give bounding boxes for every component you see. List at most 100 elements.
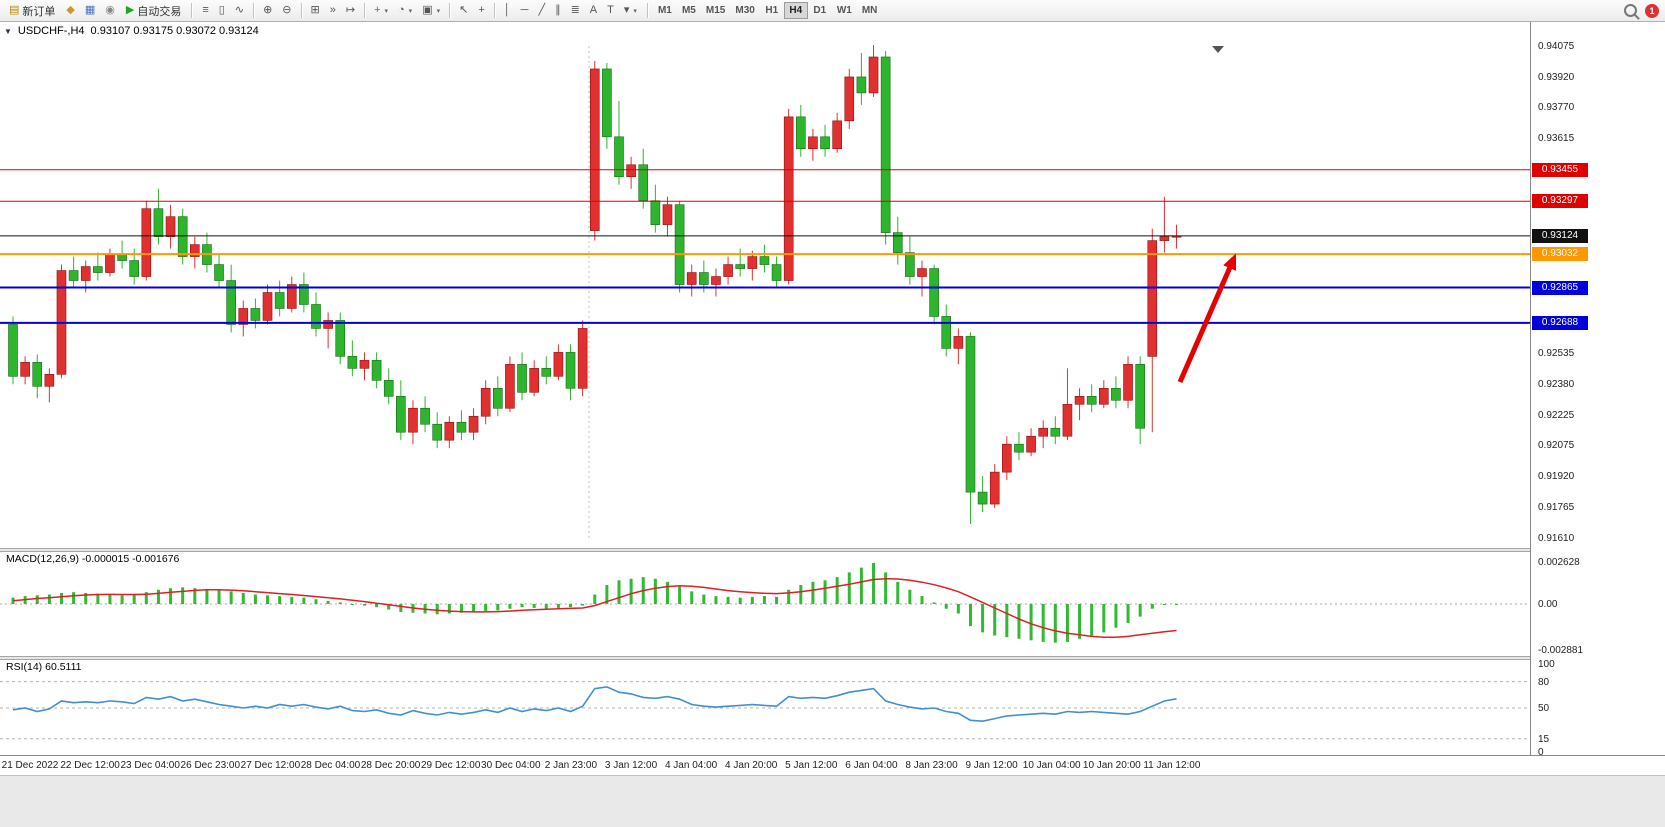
ohlc-values: 0.93107 0.93175 0.93072 0.93124 — [90, 25, 259, 37]
new-order-button[interactable]: ▤ 新订单 — [4, 2, 60, 20]
date-label: 8 Jan 23:00 — [905, 760, 958, 771]
navigator-button[interactable]: ◉ — [100, 2, 120, 20]
macd-histogram-bar — [338, 602, 342, 604]
panel-splitter[interactable] — [0, 548, 1665, 552]
macd-histogram-bar — [120, 595, 124, 604]
candle — [589, 60, 600, 241]
horizontal-line-button[interactable]: ─ — [516, 2, 534, 20]
candle — [214, 254, 224, 289]
candle — [553, 344, 564, 381]
price-level-badge: 0.93032 — [1532, 247, 1588, 262]
rsi-tick-label: 0 — [1538, 747, 1544, 758]
trendline-button[interactable]: ╱ — [533, 2, 550, 20]
macd-panel[interactable] — [0, 552, 1530, 656]
macd-histogram-bar — [981, 604, 985, 633]
bar-chart-icon: ≡ — [202, 4, 209, 16]
date-label: 28 Dec 04:00 — [300, 760, 361, 771]
crosshair-button[interactable]: + — [473, 2, 489, 20]
macd-histogram-bar — [290, 596, 294, 604]
timeframe-D1[interactable]: D1 — [808, 2, 832, 19]
chart-shift-button[interactable]: ↦ — [341, 2, 360, 20]
period-button[interactable]: ◔ ▾ — [393, 2, 417, 20]
macd-histogram-bar — [1078, 604, 1082, 639]
timeframe-M15[interactable]: M15 — [701, 2, 730, 19]
candle — [1135, 356, 1145, 445]
date-label: 9 Jan 12:00 — [965, 760, 1018, 771]
macd-histogram-bar — [750, 596, 754, 604]
candle — [371, 352, 382, 389]
date-label: 29 Dec 12:00 — [420, 760, 481, 771]
chevron-down-icon: ▾ — [633, 7, 637, 15]
candle — [614, 100, 624, 185]
candle — [686, 264, 697, 297]
candle — [577, 320, 588, 397]
candlestick-chart-button[interactable]: ▯ — [214, 2, 230, 20]
macd-histogram-bar — [690, 591, 694, 604]
cursor-button[interactable]: ↖ — [454, 2, 473, 20]
data-window-button[interactable]: ▦ — [80, 2, 100, 20]
price-level-badge: 0.93455 — [1532, 162, 1588, 177]
market-watch-icon: ◆ — [66, 4, 75, 16]
macd-label: MACD(12,26,9) -0.000015 -0.001676 — [6, 553, 179, 565]
indicators-button[interactable]: + ▾ — [369, 2, 393, 20]
trend-arrow[interactable] — [1177, 253, 1237, 383]
text-label-button[interactable]: T — [602, 2, 619, 20]
collapse-icon[interactable]: ▼ — [4, 26, 12, 36]
price-tick-label: 0.91920 — [1538, 471, 1575, 483]
macd-histogram-bar — [278, 596, 282, 604]
fibonacci-icon: ≣ — [570, 4, 580, 16]
main-chart[interactable] — [0, 22, 1530, 548]
timeframe-M1[interactable]: M1 — [653, 2, 677, 19]
bar-chart-button[interactable]: ≡ — [197, 2, 213, 20]
macd-histogram-bar — [1114, 604, 1118, 628]
macd-histogram-bar — [738, 597, 742, 604]
equidistant-channel-button[interactable]: ∥ — [550, 2, 566, 20]
zoom-out-button[interactable]: ⊖ — [277, 2, 296, 20]
vertical-line-button[interactable]: │ — [499, 2, 516, 20]
time-axis[interactable]: 21 Dec 2022 22 Dec 12:00 23 Dec 04:00 26 De… — [0, 755, 1665, 775]
market-watch-button[interactable]: ◆ — [61, 2, 79, 20]
macd-histogram-bar — [1041, 604, 1045, 642]
timeframe-H1[interactable]: H1 — [760, 2, 784, 19]
candle — [286, 276, 297, 313]
template-button[interactable]: ▣ ▾ — [417, 2, 445, 20]
panel-splitter[interactable] — [0, 656, 1665, 660]
price-tick-label: 0.93920 — [1538, 71, 1575, 83]
macd-histogram-bar — [314, 599, 318, 604]
macd-histogram-bar — [326, 600, 330, 604]
timeframe-W1[interactable]: W1 — [832, 2, 857, 19]
timeframe-M30[interactable]: M30 — [730, 2, 759, 19]
rsi-panel[interactable] — [0, 660, 1530, 755]
arrows-button[interactable]: ▾ ▾ — [619, 2, 642, 20]
autotrading-button[interactable]: ▶ 自动交易 — [121, 2, 186, 20]
text-button[interactable]: A — [585, 2, 602, 20]
fibonacci-button[interactable]: ≣ — [566, 2, 585, 20]
candle — [141, 200, 152, 281]
line-chart-button[interactable]: ∿ — [230, 2, 249, 20]
candle — [602, 62, 612, 149]
tile-windows-button[interactable]: ⊞ — [306, 2, 325, 20]
candle — [262, 284, 273, 325]
template-icon: ▣ — [422, 4, 433, 16]
date-label: 21 Dec 2022 — [1, 760, 59, 771]
timeframe-H4[interactable]: H4 — [783, 2, 808, 19]
timeframe-MN[interactable]: MN — [857, 2, 883, 19]
macd-histogram-bar — [726, 596, 730, 604]
macd-histogram-bar — [859, 567, 863, 604]
candle — [1147, 228, 1158, 433]
candle — [1171, 224, 1182, 249]
search-icon[interactable] — [1624, 4, 1637, 17]
chart-shift-marker-icon[interactable] — [1212, 46, 1224, 53]
notification-badge[interactable]: 1 — [1645, 3, 1659, 18]
zoom-in-button[interactable]: ⊕ — [258, 2, 277, 20]
price-tick-label: 0.93615 — [1538, 132, 1575, 144]
macd-histogram-bar — [1029, 604, 1033, 641]
auto-scroll-button[interactable]: » — [325, 2, 341, 20]
price-axis[interactable]: 0.940750.939200.937700.936150.928400.925… — [1530, 22, 1665, 758]
price-level-badge: 0.92688 — [1532, 315, 1588, 330]
toolbar-separator — [493, 3, 495, 18]
macd-histogram-bar — [944, 604, 948, 609]
timeframe-M5[interactable]: M5 — [677, 2, 701, 19]
candle — [1026, 428, 1036, 457]
toolbar: ▤ 新订单 ◆ ▦ ◉ ▶ 自动交易 ≡ ▯ ∿ ⊕ ⊖ ⊞» ↦ + ▾ ◔ ▾ ▣ ▾ ↖ + │ ─ ╱ ∥ ≣ A T… — [0, 0, 1665, 22]
